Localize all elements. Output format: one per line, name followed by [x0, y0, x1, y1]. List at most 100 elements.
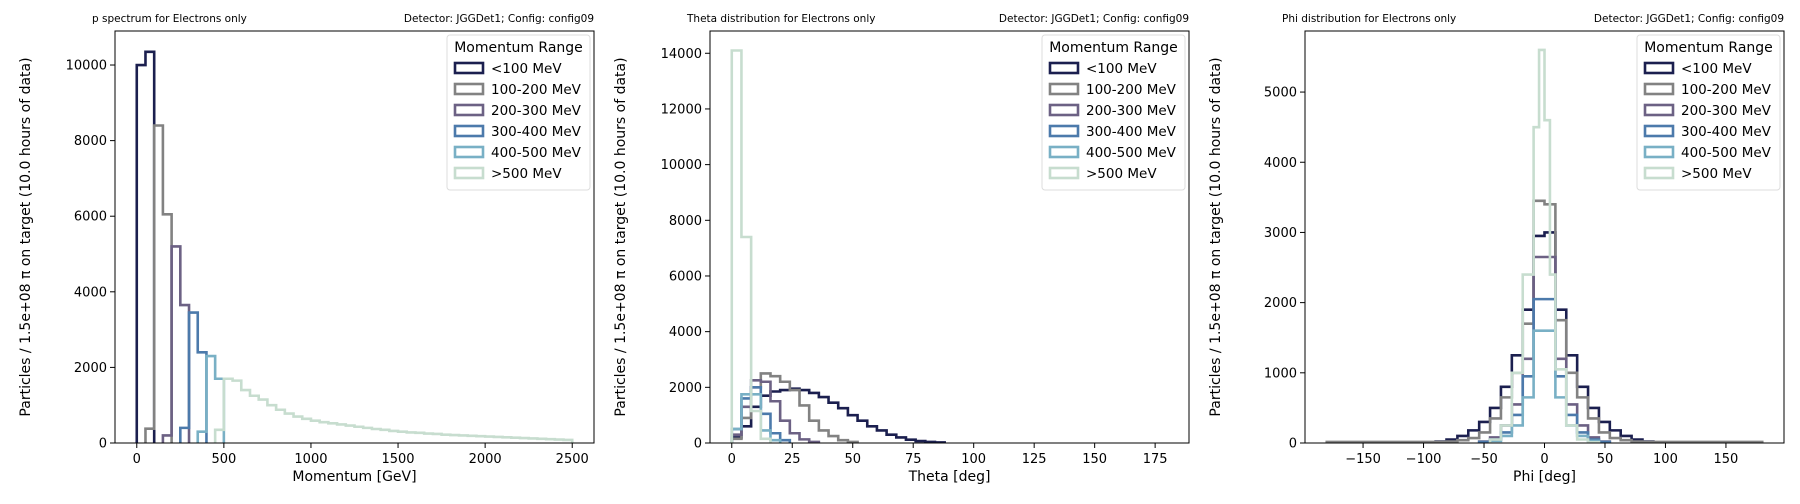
x-tick-label: 100 [961, 452, 986, 467]
x-axis-label: Phi [deg] [1513, 469, 1576, 485]
legend: Momentum Range <100 MeV 100-200 MeV 200-300… [446, 34, 591, 191]
x-tick-label: 25 [784, 452, 801, 467]
legend-swatch-6 [1048, 166, 1080, 180]
x-axis-label: Theta [deg] [908, 469, 991, 485]
legend-swatch-3 [1643, 103, 1675, 117]
x-tick-label: 50 [1597, 452, 1614, 467]
y-tick-label: 6000 [669, 269, 702, 284]
y-tick-label: 8000 [669, 214, 702, 229]
legend-entry-label: 400-500 MeV [1086, 145, 1177, 161]
legend-entry-label: 200-300 MeV [1681, 103, 1772, 119]
x-tick-label: 150 [1714, 452, 1739, 467]
y-tick-label: 3000 [1264, 226, 1297, 241]
legend-entry-label: <100 MeV [1681, 61, 1752, 77]
legend-swatch-5 [1048, 145, 1080, 159]
legend-swatch-3 [1048, 103, 1080, 117]
y-axis-label: Particles / 1.5e+08 π on target (10.0 ho… [1208, 57, 1224, 416]
legend-title: Momentum Range [454, 40, 583, 56]
y-tick-label: 0 [694, 437, 702, 452]
legend-entry-label: 200-300 MeV [491, 103, 582, 119]
y-tick-label: 4000 [74, 285, 107, 300]
legend-swatch-6 [453, 166, 485, 180]
legend-entry-label: >500 MeV [1086, 166, 1157, 182]
legend-swatch-4 [1048, 124, 1080, 138]
y-tick-label: 0 [99, 437, 107, 452]
y-tick-label: 1000 [1264, 366, 1297, 381]
histogram-series-6 [730, 49, 772, 443]
x-tick-label: 500 [211, 452, 236, 467]
y-tick-label: 4000 [669, 325, 702, 340]
histogram-series-4 [179, 311, 208, 443]
x-tick-label: 125 [1022, 452, 1047, 467]
histogram-series-5 [730, 392, 782, 443]
y-axis-label: Particles / 1.5e+08 π on target (10.0 ho… [613, 57, 629, 416]
x-tick-label: 1500 [381, 452, 414, 467]
x-tick-label: 1000 [294, 452, 327, 467]
y-tick-label: 2000 [74, 361, 107, 376]
legend-title: Momentum Range [1049, 40, 1178, 56]
series-group [135, 50, 574, 443]
legend-swatch-1 [1643, 61, 1675, 75]
legend-entry-label: >500 MeV [491, 166, 562, 182]
legend-swatch-3 [453, 103, 485, 117]
legend-swatch-1 [453, 61, 485, 75]
legend-entry-label: 200-300 MeV [1086, 103, 1177, 119]
histogram-series-3 [730, 379, 821, 443]
legend-swatch-5 [1643, 145, 1675, 159]
x-tick-label: 100 [1653, 452, 1678, 467]
histogram-series-6 [213, 377, 574, 443]
x-axis-label: Momentum [GeV] [292, 469, 416, 485]
y-tick-label: 8000 [74, 134, 107, 149]
chart-title: Phi distribution for Electrons only [1282, 13, 1456, 25]
series-group [1325, 48, 1764, 443]
chart-title: p spectrum for Electrons only [92, 13, 247, 25]
y-tick-label: 4000 [1264, 156, 1297, 171]
x-tick-label: 0 [1540, 452, 1548, 467]
legend-entry-label: 400-500 MeV [491, 145, 582, 161]
legend-swatch-2 [1048, 82, 1080, 96]
legend-entry-label: 100-200 MeV [491, 82, 582, 98]
x-tick-label: 175 [1143, 452, 1168, 467]
x-tick-label: 0 [728, 452, 736, 467]
axes-frame [709, 30, 1190, 444]
legend-swatch-2 [1643, 82, 1675, 96]
legend-swatch-1 [1048, 61, 1080, 75]
histogram-series-5 [1488, 329, 1601, 443]
chart-panel-3: Phi distribution for Electrons only Detec… [1208, 13, 1785, 485]
x-tick-label: −100 [1406, 452, 1442, 467]
chart-panel-1: p spectrum for Electrons only Detector: J… [18, 13, 595, 485]
histogram-series-2 [1325, 199, 1764, 443]
y-tick-label: 10000 [661, 158, 702, 173]
chart-subtitle: Detector: JGGDet1; Config: config09 [999, 13, 1189, 25]
x-tick-label: −50 [1470, 452, 1497, 467]
axes-frame [114, 30, 595, 444]
series-group [730, 49, 946, 443]
histogram-series-1 [730, 387, 946, 443]
legend-entry-label: 100-200 MeV [1086, 82, 1177, 98]
y-tick-label: 0 [1289, 437, 1297, 452]
histogram-series-3 [1477, 255, 1612, 443]
legend-swatch-5 [453, 145, 485, 159]
legend-swatch-4 [453, 124, 485, 138]
chart-panel-2: Theta distribution for Electrons only Det… [613, 13, 1190, 485]
chart-subtitle: Detector: JGGDet1; Config: config09 [404, 13, 594, 25]
legend-entry-label: 300-400 MeV [491, 124, 582, 140]
legend-entry-label: 400-500 MeV [1681, 145, 1772, 161]
x-tick-label: −150 [1345, 452, 1381, 467]
histogram-series-6 [1488, 48, 1601, 443]
x-tick-label: 150 [1082, 452, 1107, 467]
legend-entry-label: 300-400 MeV [1086, 124, 1177, 140]
legend-entry-label: <100 MeV [1086, 61, 1157, 77]
legend-title: Momentum Range [1644, 40, 1773, 56]
x-tick-label: 0 [133, 452, 141, 467]
x-tick-label: 2500 [556, 452, 589, 467]
histogram-series-5 [196, 354, 226, 443]
histogram-series-1 [1434, 231, 1655, 443]
legend-entry-label: >500 MeV [1681, 166, 1752, 182]
y-tick-label: 12000 [661, 102, 702, 117]
y-axis-label: Particles / 1.5e+08 π on target (10.0 ho… [18, 57, 34, 416]
x-tick-label: 50 [844, 452, 861, 467]
y-tick-label: 2000 [669, 381, 702, 396]
